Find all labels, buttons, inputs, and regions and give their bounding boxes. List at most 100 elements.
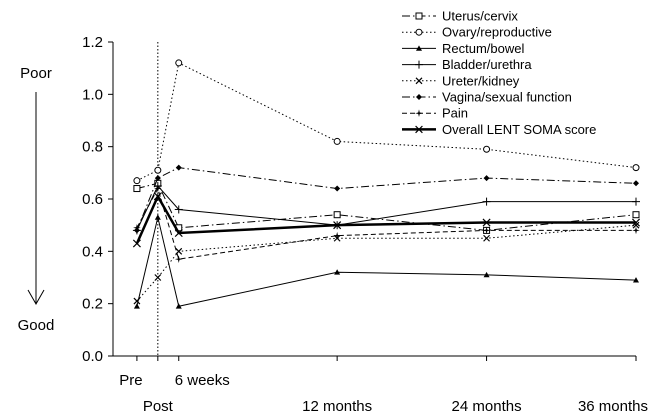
- legend-item: Ureter/kidney: [402, 73, 520, 88]
- data-point-circle: [483, 145, 491, 153]
- data-point-plus: [632, 197, 640, 206]
- data-point-star: [632, 226, 640, 235]
- y-tick-label: 0.6: [82, 191, 103, 208]
- series-layer: [132, 59, 641, 309]
- series-pain: [133, 184, 640, 263]
- x-stroke-b: [483, 234, 490, 242]
- x-stroke-b: [154, 274, 162, 281]
- series-rectum-bowel: [133, 214, 639, 309]
- data-point-plus: [415, 60, 423, 69]
- x-stroke-b: [632, 221, 640, 229]
- data-point-triangle: [416, 45, 422, 51]
- data-point-diamond: [175, 164, 182, 171]
- data-point-star: [154, 184, 162, 193]
- data-point-circle: [632, 164, 640, 172]
- x-stroke-b: [333, 221, 342, 230]
- data-point-square: [415, 12, 423, 20]
- data-point-x: [132, 239, 141, 248]
- series-ovary-reproductive: [133, 59, 640, 185]
- scale-arrow-head: [27, 289, 45, 306]
- data-point-x: [333, 221, 342, 230]
- y-tick-label: 0.4: [82, 243, 103, 260]
- y-tick-label: 0.2: [82, 296, 103, 313]
- data-point-x: [415, 77, 423, 85]
- data-point-star: [415, 109, 423, 117]
- data-point-triangle: [483, 271, 490, 278]
- series-line: [136, 62, 637, 182]
- series-overall-lent-soma-score: [132, 192, 641, 248]
- series-line: [135, 193, 636, 244]
- data-point-x: [174, 228, 183, 238]
- x-category-label: Post: [143, 398, 174, 415]
- legend-item: Vagina/sexual function: [402, 90, 572, 105]
- data-point-x: [154, 274, 162, 281]
- data-point-square: [133, 185, 141, 193]
- x-stroke-b: [132, 239, 141, 248]
- data-point-x: [153, 192, 162, 201]
- poor-good-scale: Poor Good: [18, 65, 55, 334]
- data-point-triangle: [633, 277, 639, 283]
- data-point-x: [415, 125, 423, 134]
- data-point-triangle: [133, 303, 140, 309]
- data-point-diamond: [334, 185, 341, 192]
- x-category-label: 24 months: [452, 398, 522, 415]
- x-stroke-b: [175, 247, 183, 255]
- data-point-x: [631, 218, 641, 227]
- series-line: [136, 224, 637, 302]
- series-line: [136, 167, 637, 231]
- x-stroke-b: [174, 228, 183, 238]
- data-point-star: [333, 231, 341, 240]
- x-stroke-b: [153, 192, 162, 201]
- data-point-plus: [482, 197, 491, 206]
- x-stroke-b: [133, 297, 141, 305]
- x-category-label: Pre: [119, 372, 142, 389]
- data-point-star: [482, 226, 491, 235]
- legend: Uterus/cervixOvary/reproductiveRectum/bo…: [402, 9, 596, 137]
- x-stroke-b: [415, 77, 423, 85]
- data-point-triangle: [175, 303, 182, 309]
- data-point-x: [133, 297, 141, 305]
- x-stroke-b: [482, 218, 491, 227]
- y-tick-label: 1.2: [82, 34, 103, 51]
- series-bladder-urethra: [132, 181, 640, 235]
- x-stroke-b: [631, 218, 641, 227]
- data-point-circle: [154, 166, 162, 174]
- data-point-square: [632, 211, 640, 219]
- data-point-x: [483, 234, 490, 242]
- x-category-label: 6 weeks: [175, 372, 230, 389]
- legend-item: Overall LENT SOMA score: [402, 122, 596, 137]
- legend-label: Rectum/bowel: [442, 41, 524, 56]
- y-tick-label: 1.0: [82, 86, 103, 103]
- series-line: [136, 187, 636, 260]
- data-point-plus: [174, 205, 183, 214]
- legend-label: Overall LENT SOMA score: [442, 122, 596, 137]
- series-line: [136, 217, 637, 307]
- y-tick-label: 0.0: [82, 348, 103, 365]
- series-vagina-sexual-function: [133, 164, 639, 234]
- legend-label: Pain: [442, 106, 468, 121]
- legend-item: Bladder/urethra: [402, 57, 532, 72]
- legend-item: Ovary/reproductive: [402, 25, 552, 40]
- data-point-circle: [175, 59, 183, 67]
- data-point-diamond: [154, 175, 161, 182]
- legend-label: Ovary/reproductive: [442, 25, 552, 40]
- legend-label: Bladder/urethra: [442, 57, 532, 72]
- series-ureter-kidney: [133, 221, 640, 305]
- data-point-star: [133, 223, 141, 232]
- data-point-diamond: [633, 180, 639, 187]
- x-stroke-b: [415, 125, 423, 134]
- legend-item: Rectum/bowel: [402, 41, 524, 56]
- data-point-x: [482, 218, 491, 227]
- data-point-triangle: [154, 214, 161, 220]
- legend-label: Vagina/sexual function: [442, 90, 572, 105]
- legend-label: Uterus/cervix: [442, 9, 518, 24]
- data-point-triangle: [334, 269, 341, 275]
- data-point-square: [333, 211, 341, 219]
- legend-label: Ureter/kidney: [442, 73, 520, 88]
- data-point-circle: [415, 28, 423, 36]
- poor-label: Poor: [20, 65, 52, 82]
- data-point-circle: [333, 137, 341, 145]
- x-category-label: 36 months: [578, 398, 648, 415]
